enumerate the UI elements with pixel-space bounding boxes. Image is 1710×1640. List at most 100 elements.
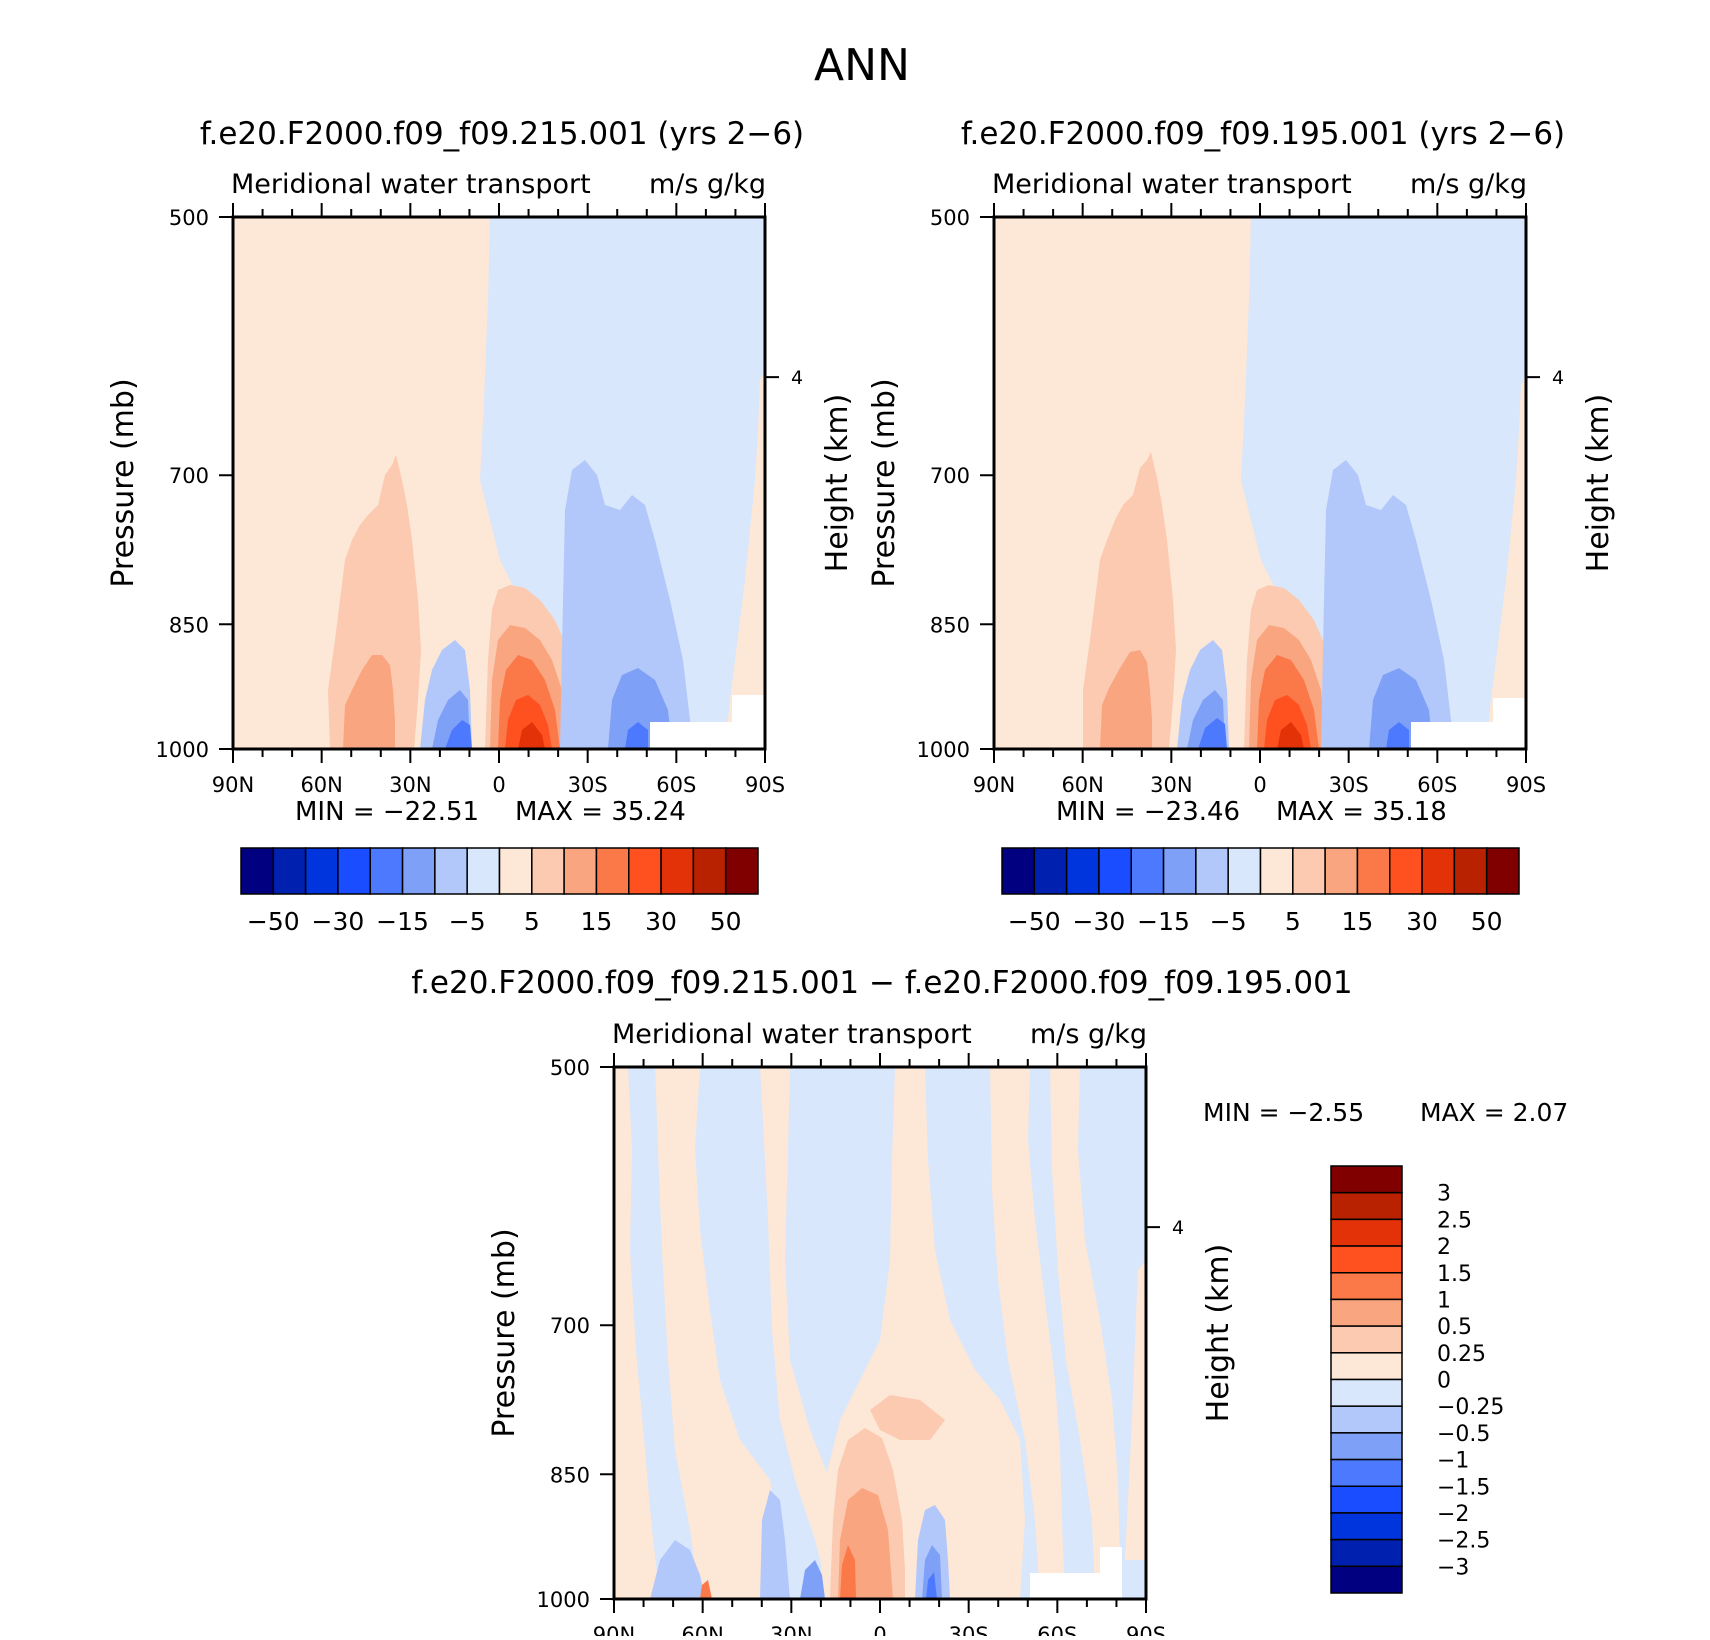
colorbar-swatch <box>466 847 501 895</box>
colorbar-swatch <box>1330 1245 1403 1274</box>
panel-1-contour-right-edge <box>725 370 765 749</box>
colorbar-label: −30 <box>312 907 365 936</box>
colorbar-label: 30 <box>1406 907 1438 936</box>
colorbar-swatch <box>563 847 598 895</box>
panel-3-plot-area <box>614 1067 1146 1599</box>
colorbar-swatch <box>1356 847 1391 895</box>
colorbar-swatch <box>1033 847 1068 895</box>
colorbar-swatch <box>1324 847 1359 895</box>
x-tick-label: 30S <box>949 1623 989 1636</box>
colorbar-swatch <box>1330 1378 1403 1407</box>
colorbar-swatch <box>1065 847 1100 895</box>
x-tick-label: 60N <box>681 1623 723 1636</box>
colorbar-swatch <box>1292 847 1326 895</box>
panel-3-missing-data-2 <box>1100 1547 1122 1599</box>
panel-3-contour-neg-eq-1 <box>926 1572 937 1599</box>
panel-3-contour-pos-strip-2 <box>655 1067 780 1599</box>
colorbar-swatch <box>1330 1191 1403 1221</box>
panel-3-subtitle-left: Meridional water transport <box>612 1019 972 1050</box>
panel-1-contour-nh-neg-1 <box>445 720 472 749</box>
panel-1-contour-nh-1 <box>343 655 395 749</box>
panel-2-min-label: MIN = −23.46 <box>1056 797 1240 827</box>
colorbar-swatch <box>1259 847 1294 895</box>
panel-1: f.e20.F2000.f09_f09.215.001 (yrs 2−6) Me… <box>106 116 855 936</box>
y-tick-label: 1000 <box>917 738 970 762</box>
panel-3-contour-pos-strip-1 <box>614 1067 660 1599</box>
panel-1-subtitle-left: Meridional water transport <box>231 169 591 200</box>
panel-3-contour-pos-edge <box>1125 1260 1146 1560</box>
y-right-tick-label: 4 <box>1552 367 1564 389</box>
y-right-tick-label: 4 <box>791 367 803 389</box>
colorbar-swatch <box>369 847 404 895</box>
colorbar-swatch <box>240 847 275 895</box>
x-tick-label: 60S <box>1037 1623 1077 1636</box>
colorbar-label: 50 <box>710 907 742 936</box>
colorbar-swatch <box>531 847 565 895</box>
colorbar-label: −2 <box>1437 1502 1469 1527</box>
x-tick-label: 90N <box>973 773 1015 797</box>
panel-2-subtitle-left: Meridional water transport <box>992 169 1352 200</box>
panel-3-contour-pos-strip-3 <box>760 1067 858 1599</box>
x-tick-label: 30S <box>568 773 608 797</box>
panel-3-contour-pos-nh-spot <box>700 1580 712 1599</box>
panel-3-ylabel-right: Height (km) <box>1201 1244 1236 1423</box>
colorbar-label: 1 <box>1437 1288 1451 1313</box>
colorbar-swatch <box>304 847 339 895</box>
panel-2-max-label: MAX = 35.18 <box>1276 797 1447 827</box>
panel-2-ylabel: Pressure (mb) <box>867 378 902 587</box>
panel-3-contour-neg-eq-05 <box>922 1545 942 1599</box>
colorbar-label: −1.5 <box>1437 1475 1490 1500</box>
y-tick-label: 850 <box>550 1463 590 1487</box>
panel-2-contour-sh-neg-1 <box>1386 722 1409 749</box>
panel-1-ylabel: Pressure (mb) <box>106 378 141 587</box>
panel-1-subtitle-right: m/s g/kg <box>649 169 766 200</box>
panel-1-plot-area <box>233 217 765 749</box>
colorbar-swatch <box>272 847 307 895</box>
colorbar-swatch <box>1098 847 1132 895</box>
panel-2-ylabel-right: Height (km) <box>1581 394 1616 573</box>
colorbar-swatch <box>1330 1218 1403 1247</box>
panel-3: f.e20.F2000.f09_f09.215.001 − f.e20.F200… <box>411 965 1568 1640</box>
colorbar-label: 15 <box>1342 907 1374 936</box>
panel-1-contour-nh-05 <box>328 455 421 749</box>
colorbar-label: 2.5 <box>1437 1208 1472 1233</box>
panel-1-min-label: MIN = −22.51 <box>295 797 479 827</box>
y-tick-label: 700 <box>169 464 209 488</box>
colorbar-swatch <box>1130 847 1165 895</box>
colorbar-label: 1.5 <box>1437 1262 1472 1287</box>
colorbar-label: −0.5 <box>1437 1422 1490 1447</box>
colorbar-label: 15 <box>581 907 613 936</box>
colorbar-label: −15 <box>376 907 429 936</box>
x-tick-label: 30N <box>770 1623 812 1636</box>
colorbar-label: −1 <box>1437 1449 1469 1474</box>
colorbar-label: −50 <box>1008 907 1061 936</box>
colorbar-swatch <box>628 847 662 895</box>
colorbar-swatch <box>1330 1298 1403 1327</box>
y-tick-label: 1000 <box>156 738 209 762</box>
colorbar-swatch <box>1195 847 1229 895</box>
panel-3-contour-eq-15 <box>840 1545 856 1599</box>
colorbar-swatch <box>1453 847 1488 895</box>
colorbar-swatch <box>1330 1485 1403 1514</box>
panel-2-subtitle-right: m/s g/kg <box>1410 169 1527 200</box>
colorbar-label: −2.5 <box>1437 1529 1490 1554</box>
colorbar-swatch <box>724 847 759 895</box>
colorbar-swatch <box>1330 1405 1403 1434</box>
y-tick-label: 850 <box>930 613 970 637</box>
colorbar-label: 30 <box>645 907 677 936</box>
colorbar-swatch <box>1330 1512 1403 1541</box>
x-tick-label: 60N <box>1061 773 1103 797</box>
x-tick-label: 60S <box>656 773 696 797</box>
panel-3-max-label: MAX = 2.07 <box>1420 1098 1568 1127</box>
panel-1-title: f.e20.F2000.f09_f09.215.001 (yrs 2−6) <box>200 116 804 152</box>
colorbar-label: 2 <box>1437 1235 1451 1260</box>
y-tick-label: 700 <box>550 1314 590 1338</box>
colorbar-label: 0 <box>1437 1369 1451 1394</box>
colorbar-label: 5 <box>1285 907 1301 936</box>
panel-1-contour-eq-3 <box>518 722 545 749</box>
panel-2-plot-area <box>994 217 1526 749</box>
colorbar-swatch <box>1330 1272 1403 1301</box>
colorbar-swatch <box>1330 1538 1403 1568</box>
x-tick-label: 0 <box>492 773 505 797</box>
colorbar-label: 0.5 <box>1437 1315 1472 1340</box>
